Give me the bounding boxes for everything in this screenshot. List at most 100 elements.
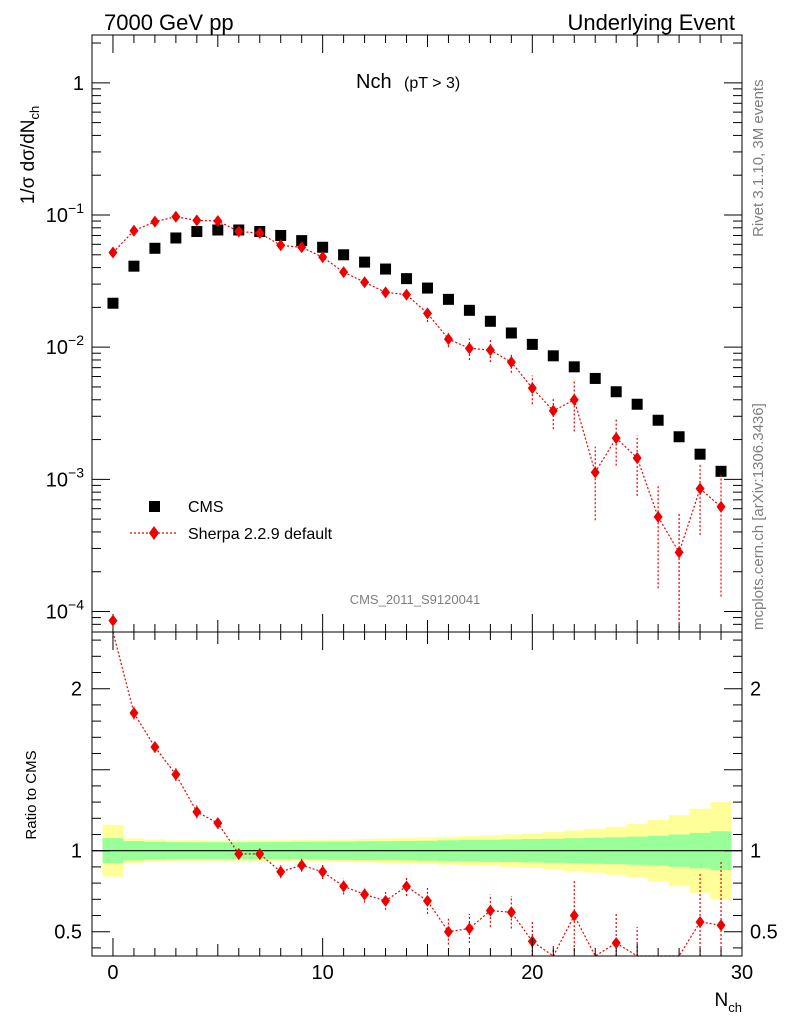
cms-point — [317, 241, 329, 253]
ratio-sherpa-point — [213, 817, 223, 830]
x-tick-label: 30 — [731, 962, 753, 984]
sherpa-point — [653, 510, 663, 523]
sherpa-point — [590, 466, 600, 479]
ratio-sherpa-point — [422, 894, 432, 907]
sherpa-point — [150, 215, 160, 228]
cms-point — [715, 465, 727, 477]
sherpa-point — [548, 404, 558, 417]
main-y-tick-label: 10−4 — [46, 597, 84, 624]
cms-point — [421, 282, 433, 294]
sherpa-point — [255, 227, 265, 240]
main-y-tick-label: 1 — [73, 73, 84, 95]
legend-cms-marker — [149, 501, 160, 512]
ratio-sherpa-point — [716, 919, 726, 932]
cms-point — [526, 338, 538, 350]
ratio-sherpa-point — [360, 888, 370, 901]
sherpa-point — [611, 432, 621, 445]
ratio-y-axis-title: Ratio to CMS — [23, 750, 40, 839]
x-axis-title-text: N — [715, 990, 729, 1011]
cms-point — [170, 232, 182, 244]
sherpa-point — [339, 266, 349, 279]
cms-point — [694, 448, 706, 460]
cms-point — [505, 327, 517, 339]
svg-text:1/σ dσ/dNch: 1/σ dσ/dNch — [18, 106, 42, 204]
sherpa-point — [171, 210, 181, 223]
cms-point — [673, 431, 685, 443]
x-tick-label: 10 — [312, 962, 334, 984]
main-y-tick-label: 10−1 — [46, 200, 84, 227]
cms-point — [212, 224, 224, 236]
legend: CMS Sherpa 2.2.9 default — [130, 499, 333, 543]
cms-point — [547, 350, 559, 362]
legend-cms-label: CMS — [188, 499, 224, 516]
ratio-sherpa-point — [339, 880, 349, 893]
sherpa-point — [632, 452, 642, 465]
sherpa-point — [674, 546, 684, 559]
cms-point — [338, 249, 350, 261]
cms-point — [589, 372, 601, 384]
ratio-sherpa-point — [464, 922, 474, 935]
main-title-text: Nch — [356, 71, 392, 93]
side-label-bottom-text: mcplots.cern.ch [arXiv:1306.3436] — [750, 403, 767, 630]
sherpa-point — [402, 288, 412, 301]
sherpa-point — [485, 344, 495, 357]
ratio-sherpa-point — [129, 707, 139, 719]
main-plot-area: 1 10−1 10−2 10−3 10−4 — [46, 34, 743, 633]
side-label-bottom: mcplots.cern.ch [arXiv:1306.3436] — [750, 403, 767, 630]
sherpa-point — [108, 246, 118, 259]
ratio-sherpa-point — [171, 768, 181, 781]
ratio-sherpa-point — [695, 915, 705, 928]
sherpa-point — [276, 239, 286, 252]
ratio-plot-area: 0 10 20 30 0.5 0.5 1 1 2 2 — [54, 614, 778, 984]
side-label-top-text: Rivet 3.1.10, 3M events — [750, 79, 767, 237]
main-title-subtext: (pT > 3) — [404, 75, 460, 92]
sherpa-point — [422, 307, 432, 320]
sherpa-point — [318, 251, 328, 264]
side-label-top: Rivet 3.1.10, 3M events — [750, 79, 767, 237]
ratio-sherpa-point — [381, 894, 391, 907]
sherpa-point — [695, 482, 705, 495]
ratio-sherpa-point — [443, 925, 453, 938]
ratio-sherpa-point — [255, 847, 265, 860]
header-right: Underlying Event — [567, 10, 735, 35]
sherpa-point — [716, 500, 726, 513]
sherpa-point — [506, 356, 516, 369]
sherpa-point — [192, 214, 202, 227]
cms-point — [275, 229, 287, 241]
sherpa-point — [464, 342, 474, 355]
ratio-y-axis-title-text: Ratio to CMS — [23, 750, 40, 839]
sherpa-point — [234, 225, 244, 238]
ratio-y-tick-label: 2 — [71, 679, 82, 701]
cms-point — [191, 226, 203, 238]
sherpa-point — [527, 382, 537, 395]
ratio-y-tick-label: 1 — [71, 841, 82, 863]
cms-point — [484, 315, 496, 327]
main-y-tick-label: 10−2 — [46, 332, 84, 359]
ratio-sherpa-point — [569, 909, 579, 922]
x-axis-title: Nch — [715, 990, 742, 1015]
cms-point — [652, 414, 664, 426]
ratio-sherpa-point — [150, 741, 160, 754]
main-plot-title: Nch (pT > 3) — [356, 71, 460, 93]
legend-sherpa-marker — [149, 526, 159, 540]
cms-point — [568, 361, 580, 373]
main-y-axis-title-sub: ch — [27, 106, 42, 120]
cms-point — [401, 273, 413, 285]
legend-sherpa-label: Sherpa 2.2.9 default — [188, 526, 333, 543]
cms-point — [296, 235, 308, 247]
ratio-y-tick-label: 0.5 — [54, 922, 82, 944]
cms-point — [380, 263, 392, 275]
ratio-sherpa-point — [297, 859, 307, 872]
ratio-y-tick-label-right: 1 — [750, 841, 761, 863]
ratio-sherpa-point — [506, 906, 516, 919]
ratio-sherpa-point — [276, 865, 286, 878]
sherpa-point — [297, 241, 307, 254]
x-tick-label: 0 — [107, 962, 118, 984]
x-tick-label: 20 — [521, 962, 543, 984]
ratio-sherpa-point — [234, 847, 244, 860]
header-left: 7000 GeV pp — [104, 10, 234, 35]
cms-point — [359, 256, 371, 268]
sherpa-point — [443, 333, 453, 346]
ratio-y-tick-label-right: 0.5 — [750, 922, 778, 944]
